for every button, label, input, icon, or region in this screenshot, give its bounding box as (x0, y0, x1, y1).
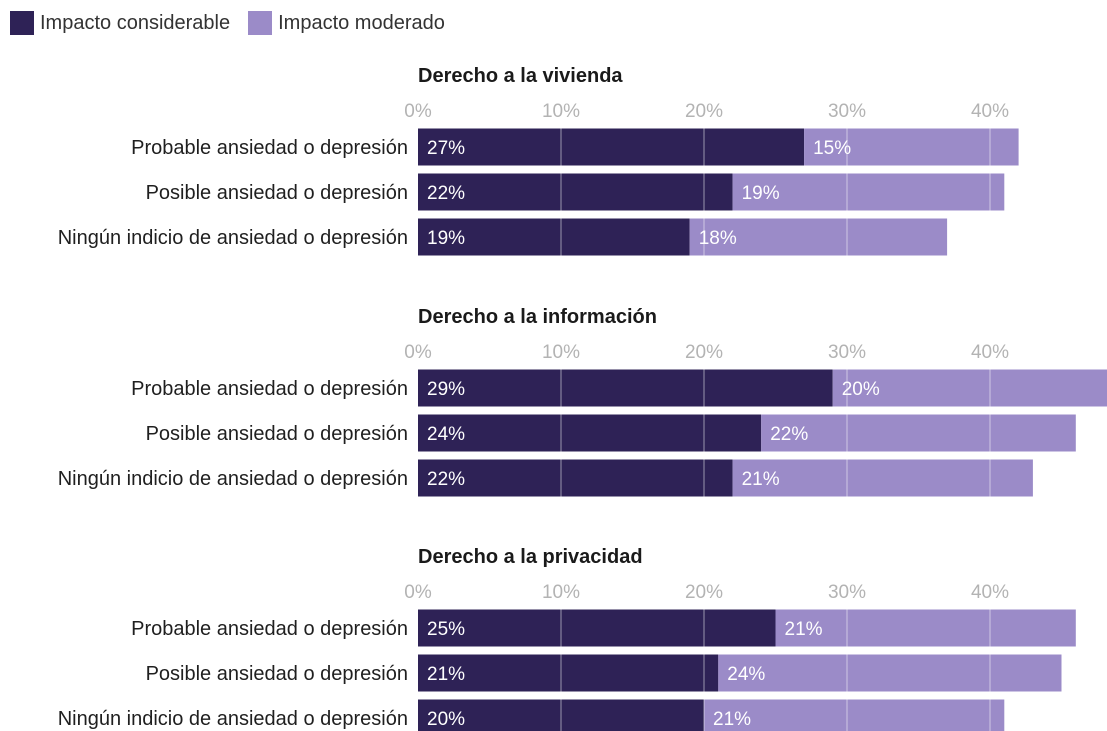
x-tick-label: 10% (542, 101, 580, 122)
legend-label-moderado: Impacto moderado (278, 11, 445, 34)
x-tick-label: 0% (404, 342, 432, 363)
legend-swatch-considerable (10, 11, 34, 35)
bar-moderado (732, 173, 1005, 211)
category-label: Probable ansiedad o depresión (131, 618, 408, 640)
x-tick-label: 20% (685, 101, 723, 122)
data-label-moderado: 20% (842, 379, 880, 400)
data-label-considerable: 21% (427, 664, 465, 685)
x-tick-label: 0% (404, 582, 432, 603)
bar-considerable (418, 699, 704, 731)
x-tick-label: 20% (685, 582, 723, 603)
data-label-moderado: 19% (742, 183, 780, 204)
bar-moderado (761, 414, 1076, 452)
category-label: Posible ansiedad o depresión (146, 182, 408, 204)
data-label-considerable: 20% (427, 709, 465, 730)
category-label: Posible ansiedad o depresión (146, 423, 408, 445)
category-label: Ningún indicio de ansiedad o depresión (58, 227, 408, 249)
category-label: Ningún indicio de ansiedad o depresión (58, 708, 408, 730)
bar-considerable (418, 459, 733, 497)
data-label-moderado: 21% (785, 619, 823, 640)
bar-considerable (418, 609, 776, 647)
x-tick-label: 20% (685, 342, 723, 363)
bar-moderado (832, 369, 1107, 407)
data-label-moderado: 15% (813, 138, 851, 159)
x-tick-label: 30% (828, 101, 866, 122)
data-label-moderado: 21% (742, 469, 780, 490)
x-tick-label: 0% (404, 101, 432, 122)
category-label: Probable ansiedad o depresión (131, 137, 408, 159)
bar-considerable (418, 128, 805, 166)
bar-moderado (775, 609, 1076, 647)
category-label: Posible ansiedad o depresión (146, 663, 408, 685)
bar-moderado (732, 459, 1033, 497)
legend-item-considerable: Impacto considerable (10, 11, 230, 35)
data-label-considerable: 27% (427, 138, 465, 159)
bar-considerable (418, 173, 733, 211)
bar-moderado (704, 699, 1005, 731)
legend-item-moderado: Impacto moderado (248, 11, 445, 35)
x-tick-label: 30% (828, 582, 866, 603)
x-tick-label: 40% (971, 101, 1009, 122)
data-label-considerable: 19% (427, 228, 465, 249)
data-label-considerable: 24% (427, 424, 465, 445)
panel-title: Derecho a la información (418, 306, 657, 328)
data-label-considerable: 25% (427, 619, 465, 640)
bar-considerable (418, 218, 690, 256)
data-label-considerable: 29% (427, 379, 465, 400)
bar-moderado (718, 654, 1062, 692)
x-tick-label: 10% (542, 582, 580, 603)
data-label-moderado: 22% (770, 424, 808, 445)
data-label-moderado: 24% (727, 664, 765, 685)
bar-moderado (689, 218, 948, 256)
bar-considerable (418, 369, 833, 407)
legend-label-considerable: Impacto considerable (40, 11, 231, 34)
panel-title: Derecho a la privacidad (418, 546, 643, 568)
bar-considerable (418, 414, 762, 452)
bar-considerable (418, 654, 719, 692)
legend-swatch-moderado (248, 11, 273, 35)
bar-moderado (804, 128, 1019, 166)
x-tick-label: 40% (971, 582, 1009, 603)
data-label-moderado: 18% (699, 228, 737, 249)
data-label-considerable: 22% (427, 469, 465, 490)
category-label: Probable ansiedad o depresión (131, 378, 408, 400)
panel-title: Derecho a la vivienda (418, 65, 623, 87)
x-tick-label: 10% (542, 342, 580, 363)
data-label-considerable: 22% (427, 183, 465, 204)
data-label-moderado: 21% (713, 709, 751, 730)
chart-legend: Impacto considerable Impacto moderado (10, 9, 463, 37)
x-tick-label: 30% (828, 342, 866, 363)
category-label: Ningún indicio de ansiedad o depresión (58, 468, 408, 490)
x-tick-label: 40% (971, 342, 1009, 363)
